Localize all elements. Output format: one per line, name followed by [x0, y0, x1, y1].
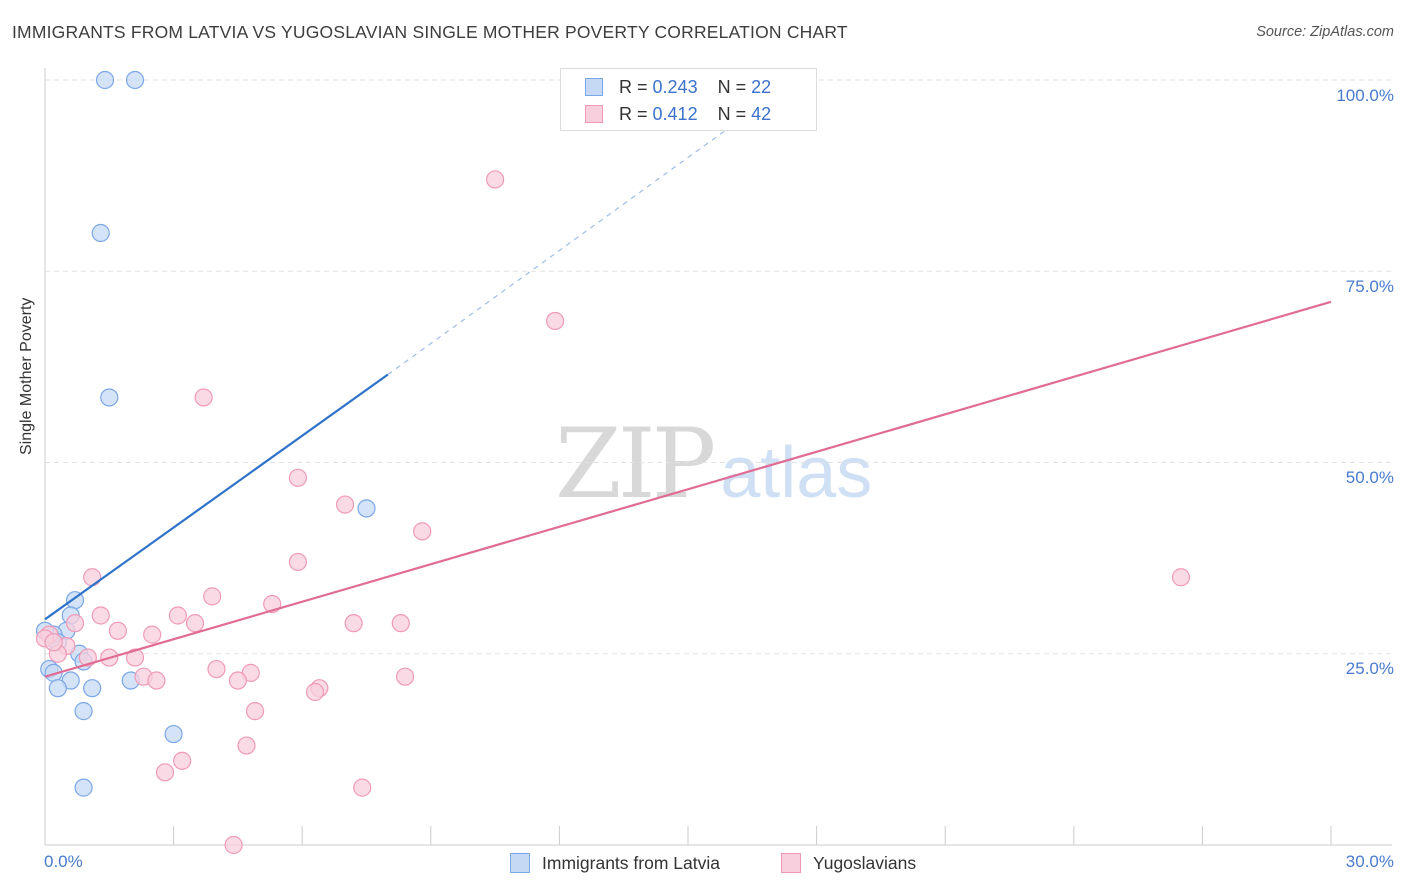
yugoslavian-point-17: [65, 614, 85, 633]
yugoslavian-point-37: [155, 763, 175, 782]
yugoslavian-point-38: [353, 778, 372, 797]
y-tick-label-75: 75.0%: [1345, 277, 1394, 296]
legend-swatch-yugoslavians-bottom: [781, 853, 801, 873]
latvia-point-18: [164, 724, 183, 744]
x-tick-label-min: 0.0%: [44, 852, 83, 871]
y-tick-label-25: 25.0%: [1345, 659, 1394, 678]
series-legend: Immigrants from Latvia Yugoslavians: [0, 852, 1406, 878]
yugoslavian-point-26: [207, 659, 226, 679]
latvia-point-4: [357, 499, 376, 518]
yugoslavian-point-14: [185, 614, 205, 633]
yugoslavian-point-41: [44, 633, 63, 652]
yugoslavian-point-4: [288, 468, 308, 487]
yugoslavian-point-9: [203, 587, 222, 606]
yugoslavian-point-6: [413, 522, 432, 541]
chart-title: IMMIGRANTS FROM LATVIA VS YUGOSLAVIAN SI…: [12, 22, 848, 42]
yugoslavian-point-39: [224, 835, 243, 855]
yugoslavian-point-10: [1171, 568, 1191, 587]
latvia-point-1: [125, 70, 145, 90]
correlation-legend: R = 0.243 N = 22 R = 0.412 N = 42: [560, 68, 817, 131]
y-axis-label: Single Mother Poverty: [18, 297, 35, 455]
latvia-point-15: [83, 679, 102, 698]
latvia-point-17: [74, 702, 93, 721]
legend-swatch-latvia-bottom: [510, 853, 530, 873]
legend-label-latvia: Immigrants from Latvia: [542, 853, 720, 873]
yugoslavian-point-30: [147, 671, 166, 690]
yugoslavian-point-33: [305, 682, 325, 702]
yugoslavian-point-34: [245, 702, 265, 721]
yugoslavian-trendline: [44, 300, 1332, 678]
latvia-point-3: [100, 388, 119, 407]
legend-swatch-yugoslavians: [585, 105, 603, 123]
yugoslavian-point-35: [237, 736, 256, 755]
yugoslavian-point-12: [91, 606, 110, 625]
legend-stats-latvia: R = 0.243 N = 22: [619, 77, 772, 97]
yugoslavian-point-16: [391, 614, 410, 633]
yugoslavian-point-5: [335, 495, 355, 514]
legend-label-yugoslavians: Yugoslavians: [813, 853, 917, 873]
latvia-point-2: [91, 223, 110, 243]
yugoslavian-point-15: [344, 614, 363, 633]
yugoslavian-point-1: [486, 170, 505, 189]
latvia-trendline: [44, 373, 389, 621]
latvia-trendline-extension: [387, 79, 796, 376]
yugoslavian-point-8: [83, 568, 102, 587]
yugoslavian-point-18: [108, 621, 127, 640]
yugoslavian-point-7: [288, 552, 308, 572]
y-tick-label-50: 50.0%: [1345, 468, 1394, 487]
yugoslavian-point-29: [395, 667, 415, 686]
legend-stats-yugoslavians: R = 0.412 N = 42: [619, 104, 772, 124]
legend-swatch-latvia: [585, 78, 603, 96]
yugoslavian-point-36: [173, 751, 192, 770]
y-tick-label-100: 100.0%: [1336, 86, 1394, 105]
yugoslavian-point-31: [228, 671, 247, 690]
yugoslavian-point-3: [194, 388, 213, 407]
x-tick-label-max: 30.0%: [1345, 852, 1394, 871]
latvia-point-0: [95, 70, 115, 90]
latvia-point-19: [74, 778, 93, 797]
yugoslavian-point-13: [168, 606, 187, 625]
yugoslavian-point-25: [125, 648, 145, 667]
yugoslavian-point-19: [143, 625, 162, 644]
yugoslavian-point-2: [546, 311, 565, 331]
chart-source: Source: ZipAtlas.com: [1256, 24, 1394, 40]
latvia-point-14: [48, 679, 67, 698]
